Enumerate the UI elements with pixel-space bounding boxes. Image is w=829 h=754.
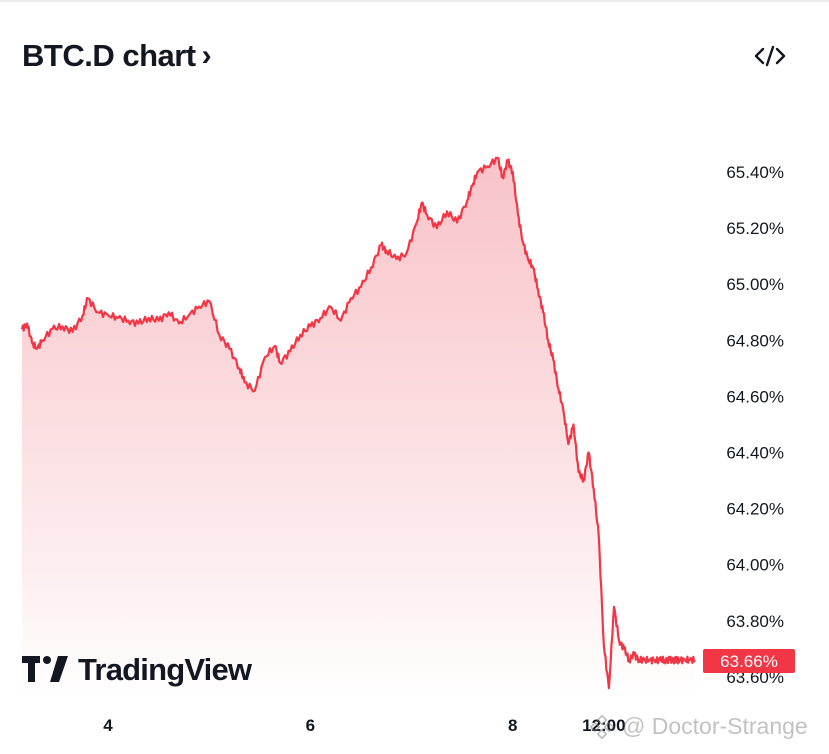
y-tick-label: 65.20% bbox=[726, 219, 784, 238]
y-tick-label: 65.00% bbox=[726, 275, 784, 294]
watermark: @ Doctor-Strange bbox=[590, 713, 808, 740]
y-tick-label: 63.80% bbox=[726, 612, 784, 631]
x-tick-label: 8 bbox=[508, 716, 517, 735]
x-tick-label: 4 bbox=[103, 716, 113, 735]
y-tick-label: 64.80% bbox=[726, 331, 784, 350]
area-fill bbox=[22, 157, 695, 700]
top-divider bbox=[0, 0, 829, 2]
x-axis: 4 6 8 12:00 bbox=[103, 716, 625, 735]
logo-text: TradingView bbox=[78, 652, 252, 687]
y-tick-label: 64.00% bbox=[726, 556, 784, 575]
y-tick-label: 64.40% bbox=[726, 444, 784, 463]
binance-square-icon bbox=[590, 714, 614, 739]
page-title: BTC.D chart bbox=[22, 38, 196, 73]
y-tick-label: 64.60% bbox=[726, 387, 784, 406]
chevron-right-icon: › bbox=[201, 39, 212, 72]
y-tick-label: 65.40% bbox=[726, 163, 784, 182]
last-value-badge: 63.66% bbox=[703, 649, 795, 673]
tradingview-logo[interactable]: TradingView bbox=[22, 652, 252, 688]
x-tick-label: 6 bbox=[306, 716, 315, 735]
x-tick-label: 12:00 bbox=[582, 716, 625, 735]
watermark-text: @ Doctor-Strange bbox=[622, 713, 808, 739]
y-axis: 65.40% 65.20% 65.00% 64.80% 64.60% 64.40% 64.2… bbox=[726, 163, 784, 687]
tradingview-logo-icon bbox=[22, 656, 68, 682]
last-value-badge-bg bbox=[703, 649, 795, 673]
y-tick-label: 64.20% bbox=[726, 500, 784, 519]
last-value-label: 63.66% bbox=[720, 652, 778, 671]
series-line bbox=[20, 156, 696, 690]
code-embed-icon[interactable] bbox=[754, 44, 786, 68]
chart-title-link[interactable]: BTC.D chart › bbox=[22, 38, 212, 74]
